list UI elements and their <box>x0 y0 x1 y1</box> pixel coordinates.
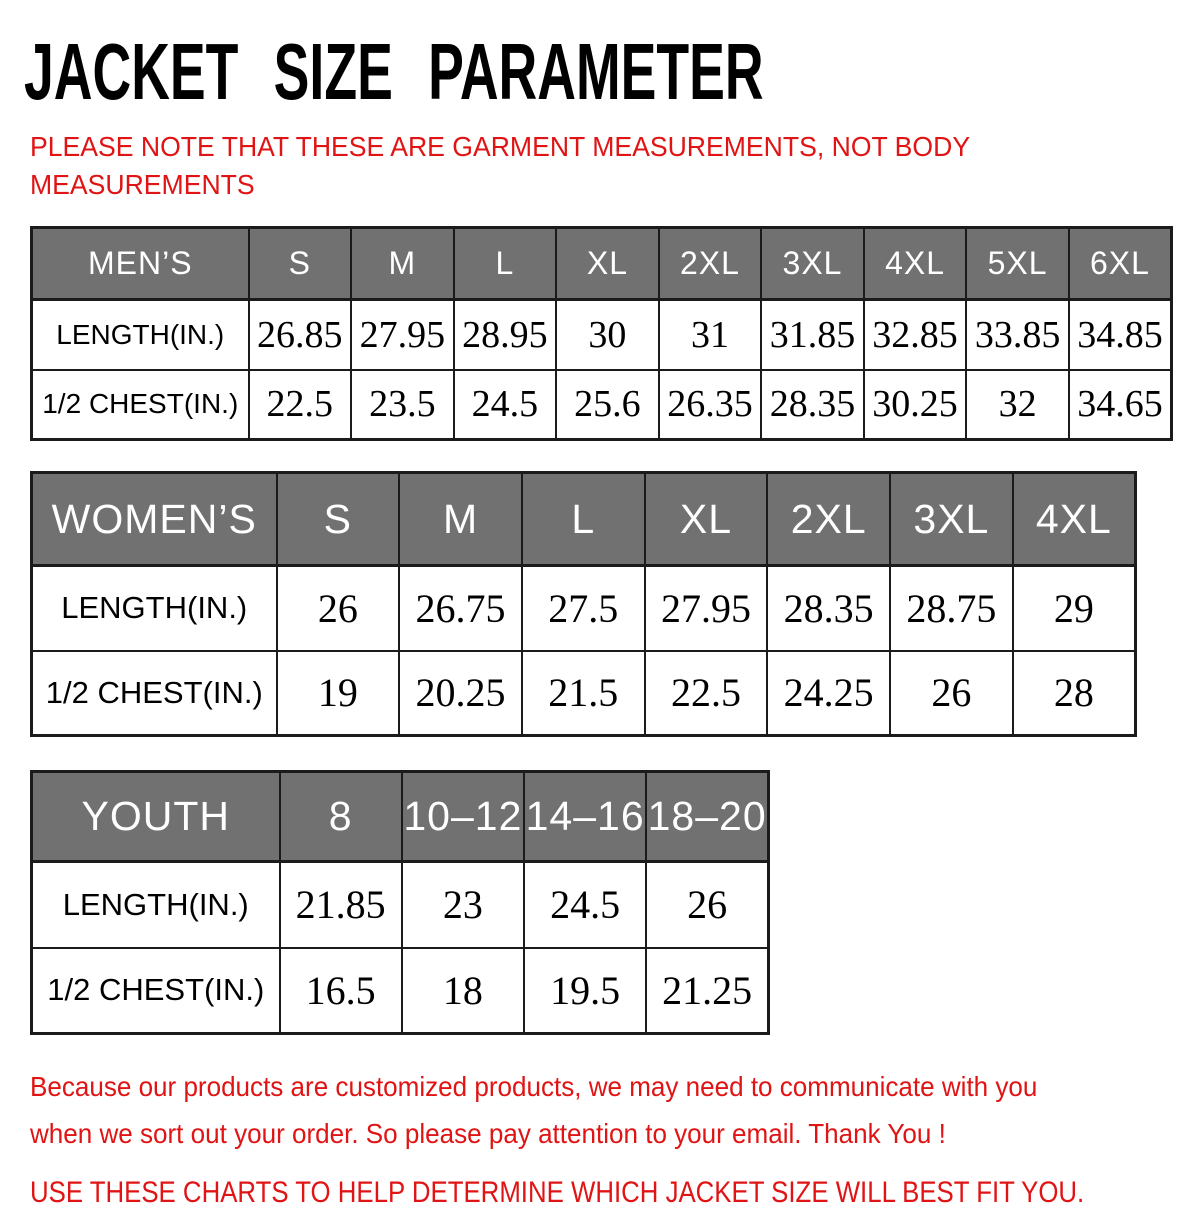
size-value-cell: 26 <box>645 860 770 949</box>
row-label: LENGTH(IN.) <box>30 860 281 949</box>
notice-line-2: when we sort out your order. So please p… <box>30 1118 946 1149</box>
size-value-cell: 19.5 <box>522 946 648 1035</box>
notice-line-1: Because our products are customized prod… <box>30 1071 1038 1102</box>
size-value-cell: 26 <box>889 649 1014 737</box>
youth-size-table: YOUTH 8 10–12 14–16 18–20 LENGTH(IN.) 21.85 23 2… <box>30 770 770 1035</box>
size-value-cell: 18 <box>400 946 526 1035</box>
table-row: LENGTH(IN.) 26 26.75 27.5 27.95 28.35 28.75 29 <box>30 564 1137 652</box>
size-column-header: 10–12 <box>400 770 526 863</box>
row-label: LENGTH(IN.) <box>30 298 250 371</box>
size-value-cell: 24.5 <box>452 368 558 441</box>
table-row: LENGTH(IN.) 21.85 23 24.5 26 <box>30 860 770 949</box>
size-value-cell: 34.85 <box>1067 298 1173 371</box>
size-value-cell: 19 <box>275 649 401 737</box>
size-value-cell: 28 <box>1011 649 1137 737</box>
size-column-header: 5XL <box>965 226 1070 301</box>
size-value-cell: 21.85 <box>278 860 403 949</box>
size-value-cell: 26.75 <box>398 564 523 652</box>
note-line-1: PLEASE NOTE THAT THESE ARE GARMENT MEASU… <box>30 131 971 162</box>
size-value-cell: 26.35 <box>657 368 763 441</box>
size-value-cell: 22.5 <box>643 649 769 737</box>
size-column-header: S <box>247 226 353 301</box>
size-column-header: 3XL <box>760 226 865 301</box>
size-value-cell: 34.65 <box>1067 368 1173 441</box>
size-column-header: 6XL <box>1067 226 1173 301</box>
size-value-cell: 29 <box>1011 564 1137 652</box>
row-label: 1/2 CHEST(IN.) <box>30 946 281 1035</box>
size-value-cell: 25.6 <box>555 368 660 441</box>
womens-size-table: WOMEN’S S M L XL 2XL 3XL 4XL LENGTH(IN.) 26 26.75 2… <box>30 471 1137 737</box>
size-value-cell: 28.35 <box>766 564 892 652</box>
mens-table-title: MEN’S <box>30 226 250 301</box>
chart-usage-note: USE THESE CHARTS TO HELP DETERMINE WHICH… <box>30 1176 1085 1209</box>
size-value-cell: 28.35 <box>760 368 865 441</box>
size-column-header: XL <box>555 226 660 301</box>
table-row: 1/2 CHEST(IN.) 22.5 23.5 24.5 25.6 26.35 28.35… <box>30 368 1173 441</box>
size-column-header: 2XL <box>766 471 892 567</box>
size-value-cell: 26.85 <box>247 298 353 371</box>
size-column-header: M <box>398 471 523 567</box>
note-line-2: MEASUREMENTS <box>30 169 255 200</box>
size-value-cell: 16.5 <box>278 946 403 1035</box>
header-row: MEN’S S M L XL 2XL 3XL 4XL 5XL 6XL <box>30 226 1173 301</box>
size-column-header: 8 <box>278 770 403 863</box>
size-column-header: 14–16 <box>522 770 648 863</box>
size-value-cell: 23.5 <box>350 368 455 441</box>
size-value-cell: 27.95 <box>350 298 455 371</box>
size-value-cell: 21.5 <box>520 649 646 737</box>
womens-table-title: WOMEN’S <box>30 471 278 567</box>
size-value-cell: 22.5 <box>247 368 353 441</box>
size-value-cell: 32.85 <box>862 298 968 371</box>
youth-table-section: YOUTH 8 10–12 14–16 18–20 LENGTH(IN.) 21.85 23 2… <box>30 770 1200 1035</box>
size-value-cell: 27.5 <box>520 564 646 652</box>
youth-table-title: YOUTH <box>30 770 281 863</box>
size-value-cell: 23 <box>400 860 526 949</box>
row-label: 1/2 CHEST(IN.) <box>30 368 250 441</box>
header-row: YOUTH 8 10–12 14–16 18–20 <box>30 770 770 863</box>
size-value-cell: 21.25 <box>645 946 770 1035</box>
size-column-header: M <box>350 226 455 301</box>
size-value-cell: 33.85 <box>965 298 1070 371</box>
womens-table-section: WOMEN’S S M L XL 2XL 3XL 4XL LENGTH(IN.) 26 26.75 2… <box>30 471 1200 737</box>
size-column-header: S <box>275 471 401 567</box>
table-row: 1/2 CHEST(IN.) 19 20.25 21.5 22.5 24.25 26 28 <box>30 649 1137 737</box>
size-value-cell: 31 <box>657 298 763 371</box>
size-value-cell: 31.85 <box>760 298 865 371</box>
size-value-cell: 20.25 <box>398 649 523 737</box>
page-title: JACKET SIZE PARAMETER <box>24 27 764 116</box>
size-value-cell: 28.75 <box>889 564 1014 652</box>
size-column-header: 18–20 <box>645 770 770 863</box>
header-row: WOMEN’S S M L XL 2XL 3XL 4XL <box>30 471 1137 567</box>
size-column-header: 4XL <box>1011 471 1137 567</box>
table-row: 1/2 CHEST(IN.) 16.5 18 19.5 21.25 <box>30 946 770 1035</box>
customization-notice: Because our products are customized prod… <box>30 1063 1118 1157</box>
size-value-cell: 24.5 <box>522 860 648 949</box>
size-value-cell: 26 <box>275 564 401 652</box>
size-value-cell: 28.95 <box>452 298 558 371</box>
mens-table-section: MEN’S S M L XL 2XL 3XL 4XL 5XL 6XL LENGTH(IN.) 26.8… <box>30 226 1200 441</box>
size-column-header: L <box>452 226 558 301</box>
size-value-cell: 30.25 <box>862 368 968 441</box>
size-value-cell: 27.95 <box>643 564 769 652</box>
row-label: 1/2 CHEST(IN.) <box>30 649 278 737</box>
size-value-cell: 24.25 <box>766 649 892 737</box>
size-column-header: 3XL <box>889 471 1014 567</box>
size-value-cell: 30 <box>555 298 660 371</box>
size-column-header: 4XL <box>862 226 968 301</box>
size-column-header: XL <box>643 471 769 567</box>
mens-size-table: MEN’S S M L XL 2XL 3XL 4XL 5XL 6XL LENGTH(IN.) 26.8… <box>30 226 1173 441</box>
size-column-header: 2XL <box>657 226 763 301</box>
garment-measurement-note: PLEASE NOTE THAT THESE ARE GARMENT MEASU… <box>30 128 1142 204</box>
table-row: LENGTH(IN.) 26.85 27.95 28.95 30 31 31.85 32.85… <box>30 298 1173 371</box>
size-column-header: L <box>520 471 646 567</box>
size-value-cell: 32 <box>965 368 1070 441</box>
row-label: LENGTH(IN.) <box>30 564 278 652</box>
